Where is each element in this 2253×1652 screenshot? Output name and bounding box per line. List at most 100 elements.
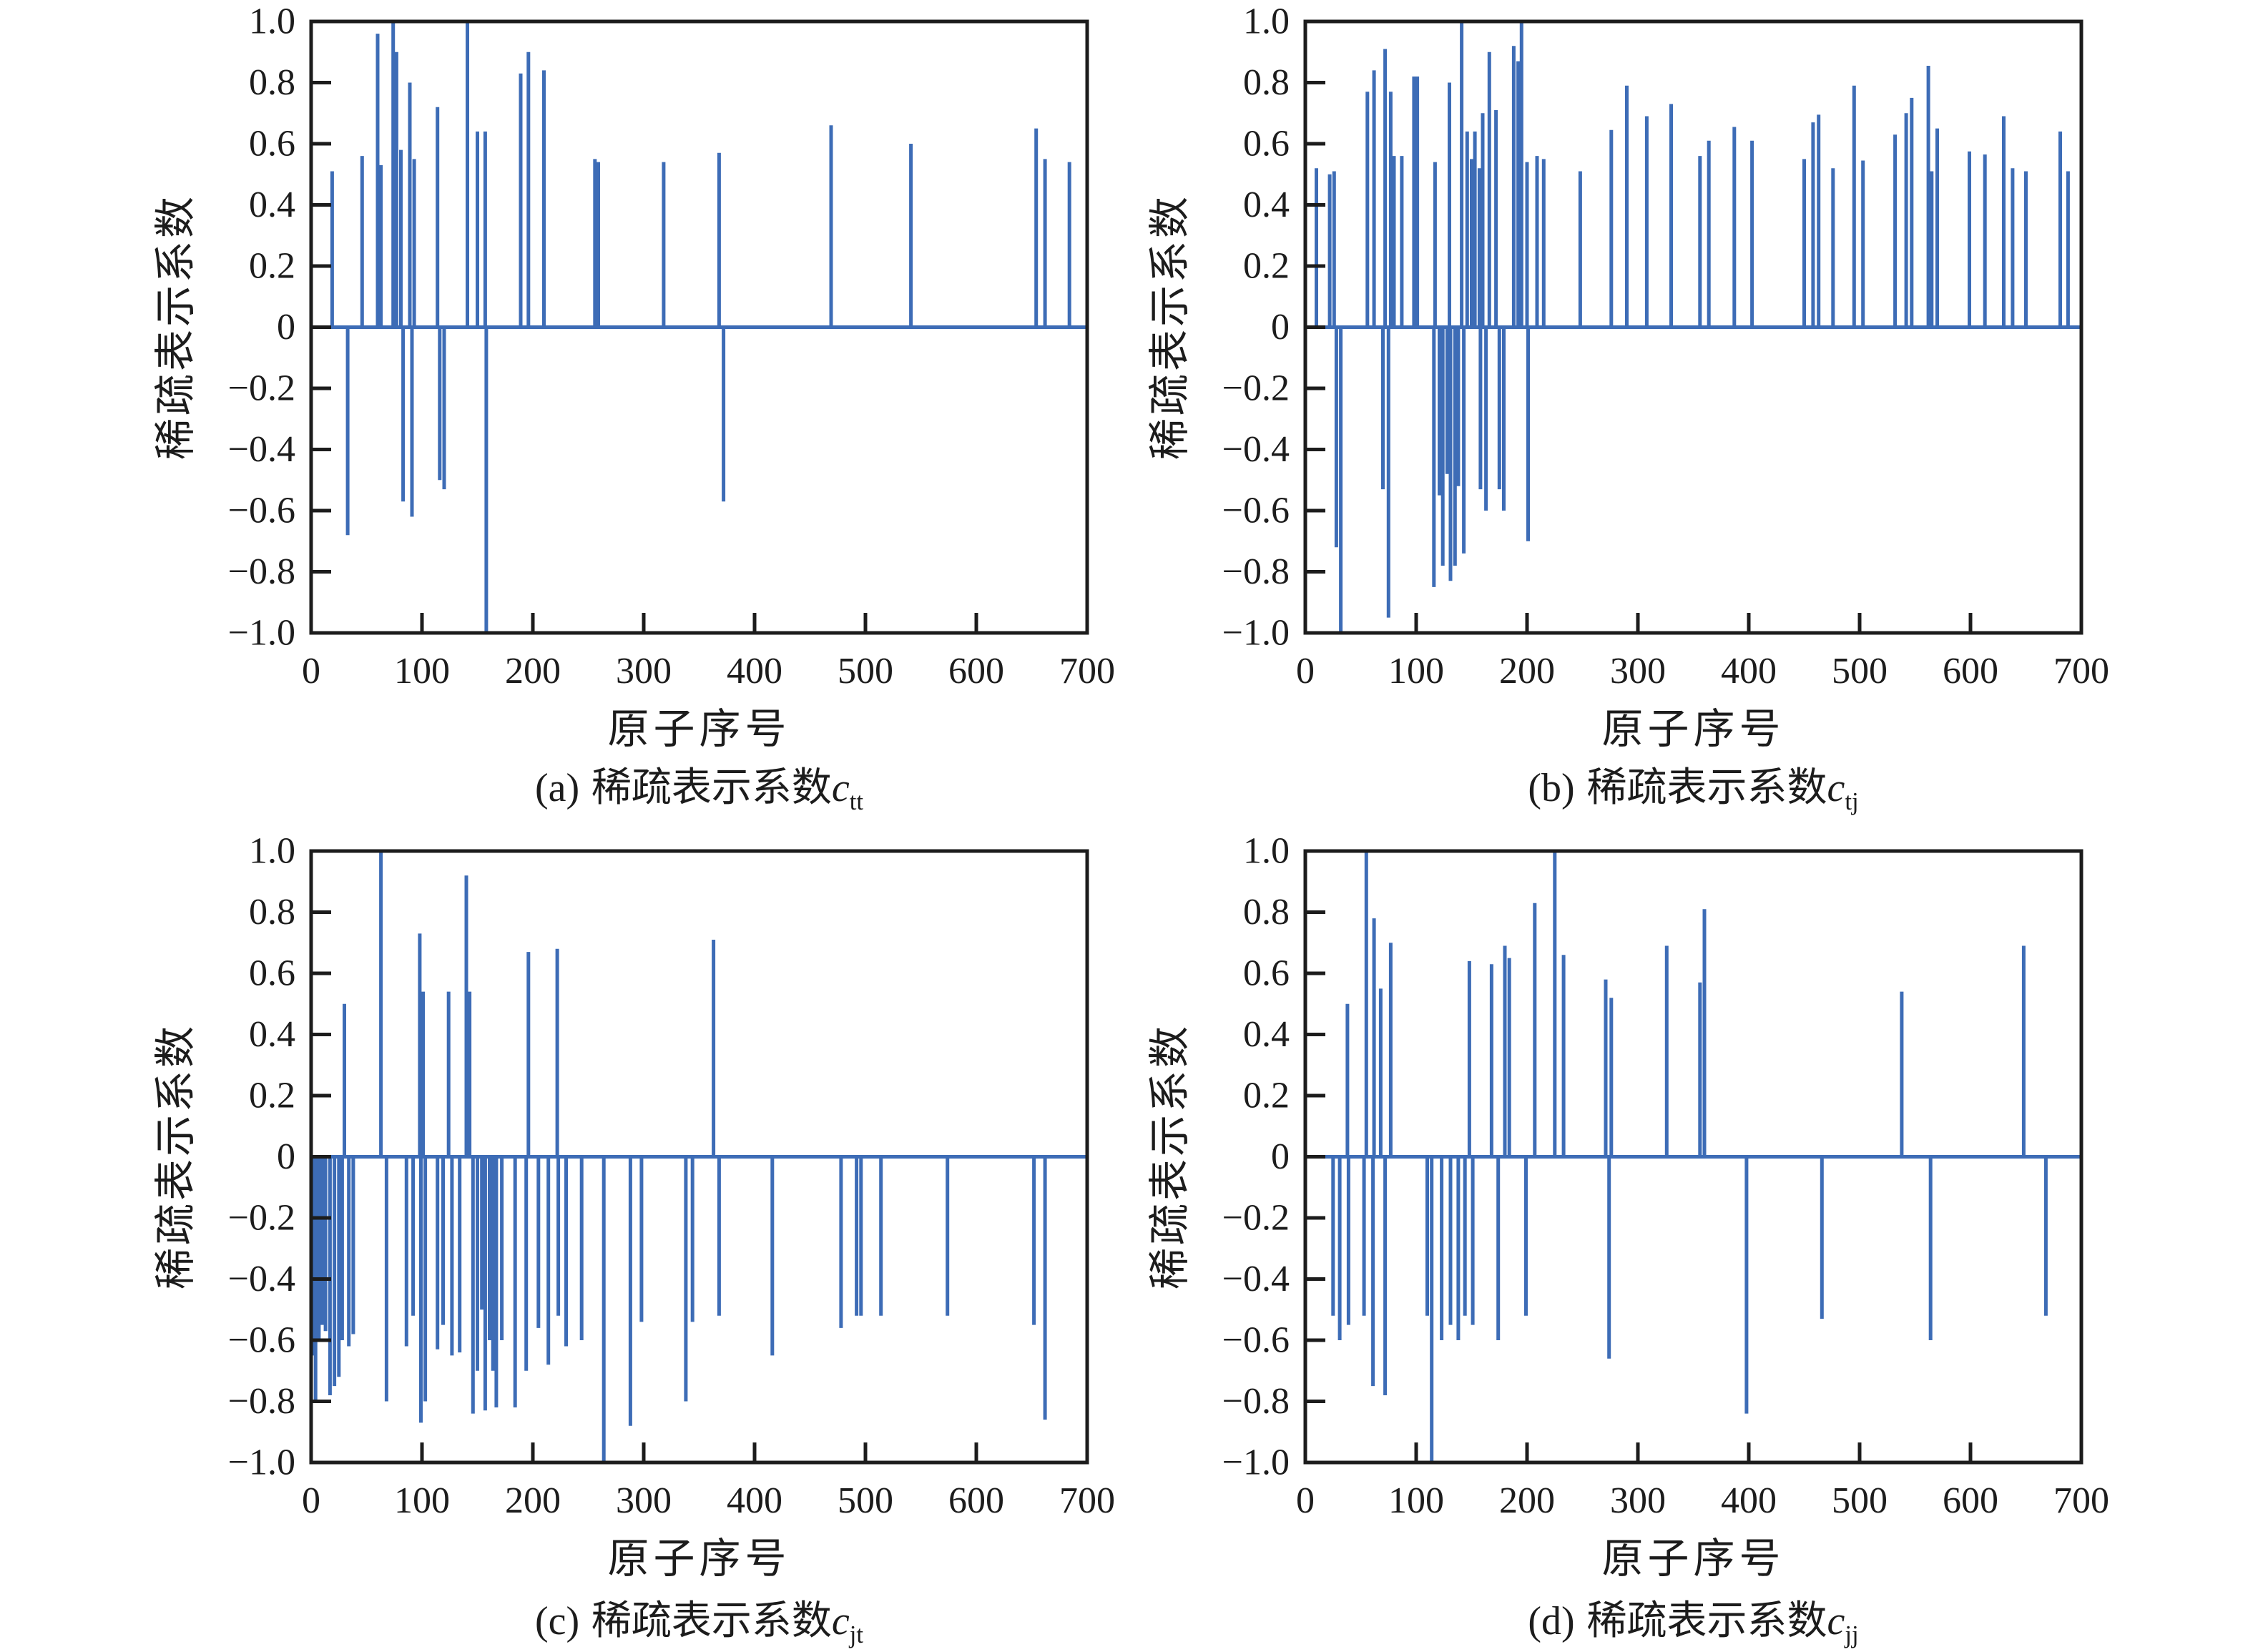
caption-subscript-c: jt [849,1621,864,1649]
x-tick-label: 600 [948,651,1004,692]
stem-series [1305,851,2081,1462]
y-tick-label: 0 [1271,307,1290,348]
y-tick-label: −0.2 [228,368,295,409]
y-tick-label: 1.0 [249,831,295,872]
subplot-caption-c: (c) 稀疏表示系数cjt [311,1588,1087,1649]
x-tick-label: 500 [1832,651,1888,692]
y-tick-label: 0.6 [1243,953,1290,994]
x-tick-label: 300 [1610,1480,1666,1521]
stem-series [1305,21,2081,633]
y-tick-label: 0.6 [249,953,295,994]
x-tick-label: 500 [1832,1480,1888,1521]
x-tick-label: 200 [505,1480,561,1521]
y-tick-label: −0.2 [228,1198,295,1239]
subplot-caption-b: (b) 稀疏表示系数ctj [1305,755,2081,816]
y-tick-label: −0.8 [228,551,295,592]
x-tick-label: 400 [727,651,782,692]
x-tick-label: 600 [1943,1480,1998,1521]
y-tick-label: 0.2 [1243,246,1290,287]
y-tick-label: −0.4 [1222,429,1290,470]
y-tick-label: 0 [277,1136,295,1177]
plot-frame [1303,19,2083,635]
y-tick-label: −1.0 [1222,613,1290,654]
x-tick-label: 400 [727,1480,782,1521]
caption-symbol-b: c [1827,766,1845,810]
subplot-b: 0 100 200 300 400 500 600 700 1.0 0.8 0.6 0.4 0.2 0 −0… [1126,0,2253,826]
y-tick-label: −0.2 [1222,1198,1290,1239]
y-tick-label: 0.2 [249,1076,295,1116]
x-tick-label: 500 [838,651,893,692]
y-axis-label-a: 稀疏表示系数 [152,193,199,461]
y-tick-label: 0.4 [1243,185,1290,225]
caption-text-a: 稀疏表示系数 [591,766,832,810]
subplot-caption-d: (d) 稀疏表示系数cjj [1305,1588,2081,1649]
plot-frame [309,19,1089,635]
y-tick-label: 0 [277,307,295,348]
y-tick-label: −1.0 [228,613,295,654]
caption-subscript-a: tt [849,787,864,816]
x-tick-label: 700 [1059,1480,1115,1521]
caption-symbol-d: c [1827,1599,1845,1643]
x-tick-label: 0 [1296,651,1315,692]
x-tick-label: 0 [302,1480,320,1521]
caption-index-c: (c) [534,1599,580,1643]
stem-series [311,851,1087,1462]
y-tick-label: 0.8 [1243,62,1290,103]
x-axis-label-d: 原子序号 [1601,1535,1785,1582]
plot-frame [1303,849,2083,1465]
y-tick-label: 0 [1271,1136,1290,1177]
y-tick-label: 0.2 [1243,1076,1290,1116]
x-tick-label: 700 [1059,651,1115,692]
x-axis-label-b: 原子序号 [1601,706,1785,752]
y-tick-label: 1.0 [1243,1,1290,42]
x-tick-label: 100 [1388,1480,1444,1521]
y-tick-label: −0.4 [228,1259,295,1299]
y-axis-label-b: 稀疏表示系数 [1147,193,1193,461]
y-tick-label: −0.8 [1222,551,1290,592]
caption-text-d: 稀疏表示系数 [1586,1599,1827,1643]
x-tick-label: 0 [1296,1480,1315,1521]
caption-subscript-d: jj [1845,1621,1859,1649]
y-tick-label: 1.0 [1243,831,1290,872]
caption-index-b: (b) [1528,766,1575,810]
subplot-a: 0 100 200 300 400 500 600 700 1.0 0.8 0.6 0.4 0.2 0 −0… [0,0,1126,826]
y-axis-label-c: 稀疏表示系数 [152,1023,199,1290]
x-tick-label: 600 [948,1480,1004,1521]
subplot-c: 0 100 200 300 400 500 600 700 1.0 0.8 0.6 0.4 0.2 0 −0… [0,826,1126,1652]
x-tick-label: 100 [394,1480,450,1521]
caption-index-a: (a) [534,766,580,810]
y-axis-label-d: 稀疏表示系数 [1147,1023,1193,1290]
y-tick-label: 0.6 [1243,124,1290,164]
y-tick-label: 0.2 [249,246,295,287]
y-tick-label: 0.8 [249,62,295,103]
caption-symbol-c: c [831,1599,850,1643]
subplot-caption-a: (a) 稀疏表示系数ctt [311,755,1087,816]
y-tick-label: 0.6 [249,124,295,164]
caption-text-c: 稀疏表示系数 [591,1599,832,1643]
y-tick-label: −0.6 [228,1320,295,1361]
plot-area-c: 0 100 200 300 400 500 600 700 1.0 0.8 0.6 0.4 0.2 0 −0… [228,831,1115,1522]
x-axis-label-c: 原子序号 [607,1535,791,1582]
x-tick-label: 200 [1499,1480,1555,1521]
y-tick-label: −0.4 [1222,1259,1290,1299]
y-tick-label: 0.4 [249,185,295,225]
y-tick-label: 0.4 [1243,1014,1290,1055]
y-tick-label: −0.6 [228,491,295,531]
y-tick-label: −0.6 [1222,491,1290,531]
x-tick-label: 200 [1499,651,1555,692]
x-tick-label: 700 [2053,1480,2109,1521]
caption-subscript-b: tj [1845,787,1859,816]
caption-symbol-a: c [831,766,850,810]
y-tick-label: 0.4 [249,1014,295,1055]
plot-area-b: 0 100 200 300 400 500 600 700 1.0 0.8 0.6 0.4 0.2 0 −0… [1222,1,2109,692]
y-tick-label: −0.2 [1222,368,1290,409]
y-tick-label: −1.0 [1222,1442,1290,1483]
caption-index-d: (d) [1528,1599,1575,1643]
x-tick-label: 600 [1943,651,1998,692]
y-tick-label: −1.0 [228,1442,295,1483]
y-tick-label: −0.8 [1222,1381,1290,1422]
subplot-d: 0 100 200 300 400 500 600 700 1.0 0.8 0.6 0.4 0.2 0 −0… [1126,826,2253,1652]
x-tick-label: 200 [505,651,561,692]
y-tick-label: −0.8 [228,1381,295,1422]
